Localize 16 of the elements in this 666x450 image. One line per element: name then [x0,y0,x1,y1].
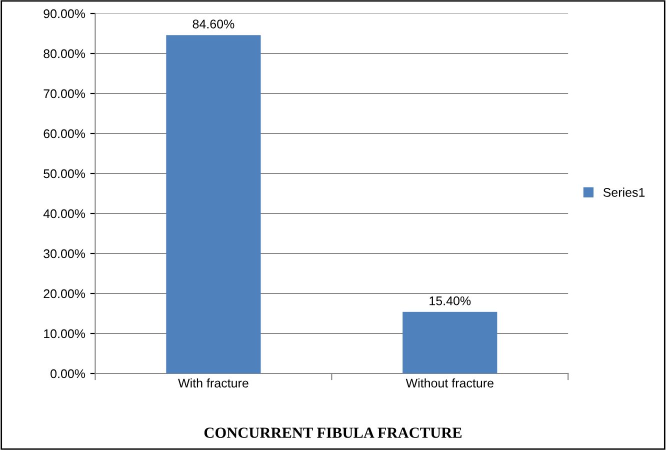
y-tick-label: 60.00% [44,129,86,138]
y-tick-label: 10.00% [44,329,86,338]
y-tick-label: 30.00% [44,249,86,258]
x-tick-label: Without fracture [406,378,494,388]
data-label: 15.40% [430,296,471,306]
y-tick-label: 0.00% [50,369,86,378]
y-tick-label: 70.00% [44,89,86,98]
y-tick-label: 90.00% [44,9,86,18]
y-tick-label: 80.00% [44,49,86,58]
y-tick-label: 50.00% [44,169,86,178]
y-tick-label: 20.00% [44,289,86,298]
y-tick-label: 40.00% [43,209,86,218]
text: CONCURRENT FIBULA FRACTURE [204,428,462,438]
x-tick-label: With fracture [178,378,248,388]
data-label: 84.60% [192,20,234,28]
legend-label: Series1 [603,188,645,197]
